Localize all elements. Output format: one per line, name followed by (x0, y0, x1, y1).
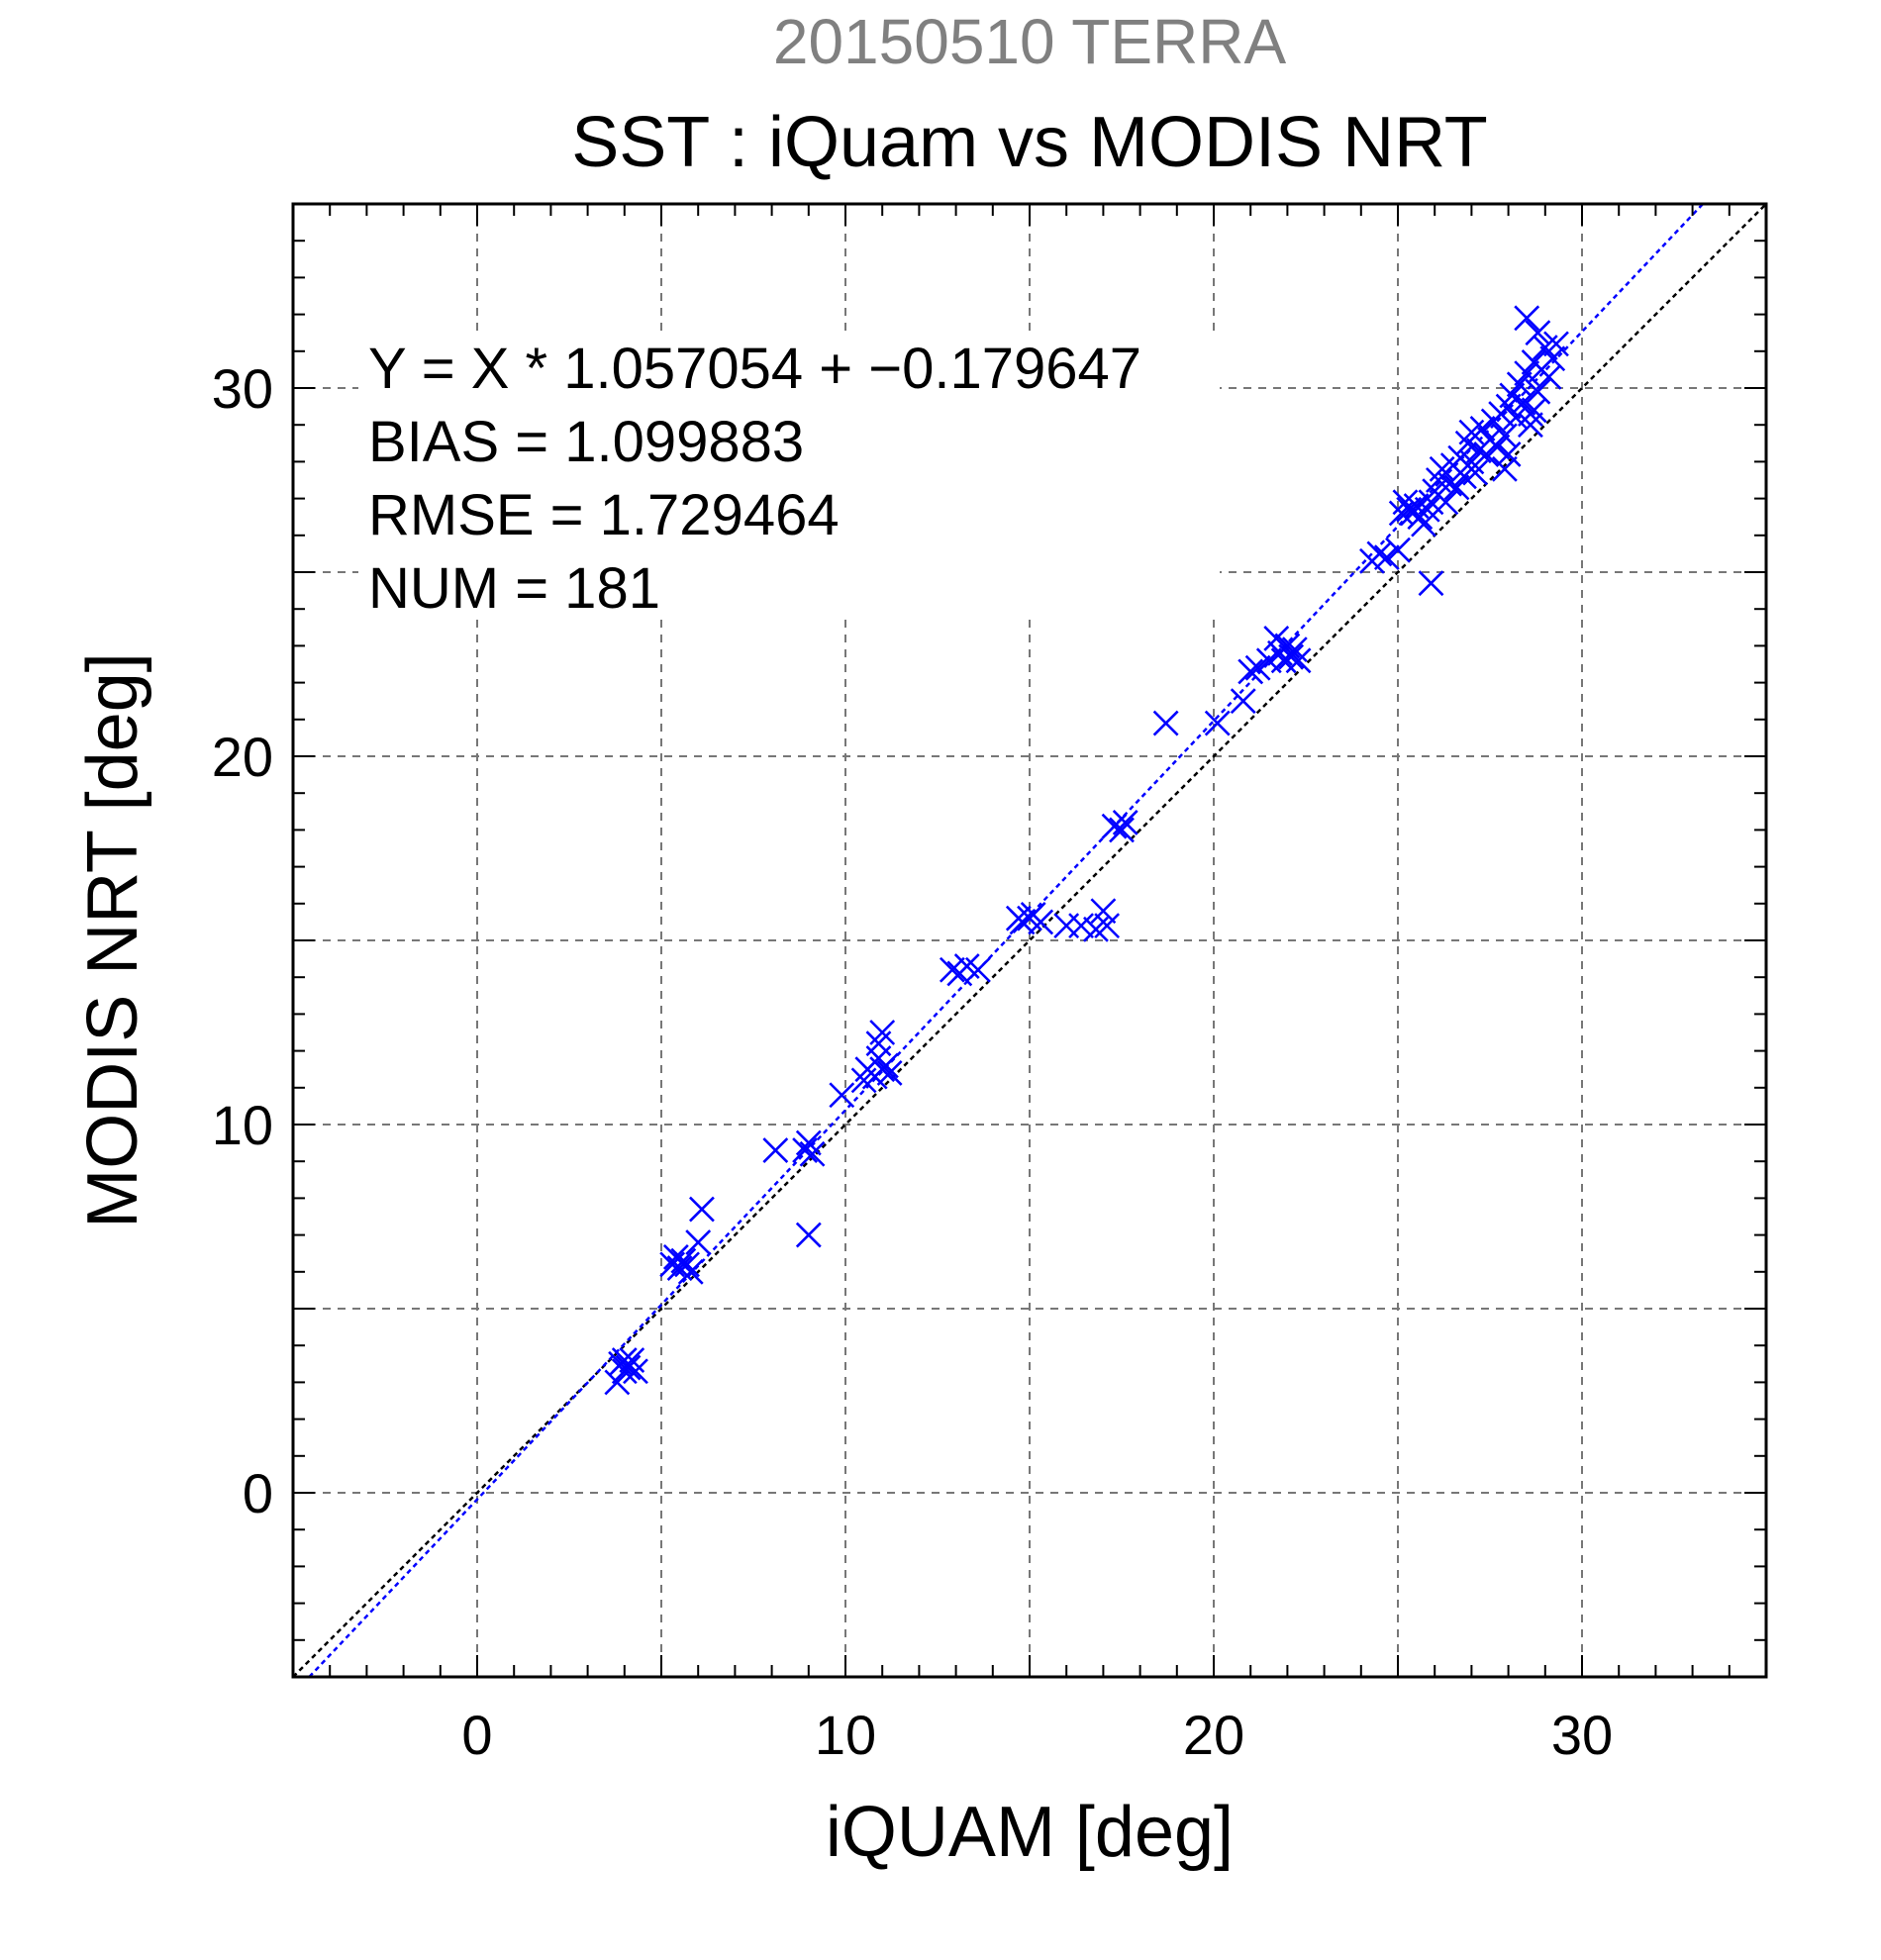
axis-ticks (292, 203, 1767, 1678)
data-point (1109, 817, 1135, 843)
data-point (1510, 389, 1536, 416)
data-point (1112, 810, 1138, 835)
data-point (1230, 688, 1256, 715)
stats-fit-equation: Y = X * 1.057054 + −0.179647 (368, 337, 1141, 401)
data-point (1009, 909, 1036, 935)
chart-title: SST : iQuam vs MODIS NRT (571, 103, 1488, 182)
tick-labels: 0 10 20 30 0 10 20 30 (212, 357, 1613, 1766)
data-point (792, 1137, 818, 1163)
data-point (1543, 331, 1569, 357)
x-axis-label: iQUAM [deg] (826, 1793, 1234, 1872)
data-point (1068, 913, 1094, 939)
y-tick-label: 30 (212, 357, 273, 420)
data-point (1152, 710, 1179, 736)
y-tick-label: 20 (212, 726, 273, 788)
y-axis-label: MODIS NRT [deg] (73, 652, 152, 1228)
data-point (1484, 434, 1511, 460)
data-point (1094, 913, 1121, 939)
data-point (1204, 710, 1231, 736)
data-point (939, 956, 965, 983)
data-point (1443, 474, 1470, 501)
data-point (1418, 570, 1444, 597)
data-point (1278, 643, 1305, 670)
data-point (965, 956, 991, 983)
x-tick-label: 10 (815, 1704, 876, 1766)
data-point (873, 1052, 899, 1079)
plot-frame (291, 202, 1768, 1679)
data-point (1285, 647, 1312, 674)
data-point (876, 1060, 903, 1086)
data-point (1411, 511, 1436, 538)
data-point (1539, 345, 1566, 372)
data-point (1514, 305, 1540, 332)
data-point (677, 1258, 704, 1285)
data-point (1525, 320, 1551, 346)
data-point (1521, 397, 1547, 424)
data-point (1263, 626, 1290, 651)
data-point (623, 1358, 648, 1385)
data-point (689, 1196, 715, 1223)
data-point (762, 1137, 789, 1163)
data-point (1373, 544, 1400, 571)
x-tick-label: 0 (461, 1704, 492, 1766)
data-point (1495, 441, 1522, 467)
data-point (799, 1140, 826, 1167)
data-point (1433, 489, 1459, 516)
stats-num: NUM = 181 (368, 556, 660, 621)
data-point (1053, 913, 1080, 939)
x-tick-label: 20 (1183, 1704, 1244, 1766)
data-point (1535, 363, 1562, 390)
data-point (795, 1222, 822, 1248)
data-point (1090, 898, 1117, 925)
chart-supertitle: 20150510 TERRA (773, 6, 1287, 77)
stats-box: Y = X * 1.057054 + −0.179647 BIAS = 1.09… (358, 332, 1220, 621)
data-point (1385, 537, 1411, 563)
data-point (685, 1229, 712, 1255)
stats-rmse: RMSE = 1.729464 (368, 483, 840, 547)
data-point (1244, 654, 1271, 681)
data-point (829, 1082, 855, 1109)
y-tick-label: 0 (243, 1462, 273, 1524)
data-point (1028, 909, 1054, 935)
x-tick-label: 30 (1551, 1704, 1613, 1766)
data-point (1491, 455, 1518, 482)
data-point (674, 1251, 700, 1278)
data-point (1462, 459, 1489, 486)
data-point (869, 1020, 896, 1045)
y-tick-label: 10 (212, 1094, 273, 1156)
data-point (1514, 360, 1540, 387)
data-point (1469, 416, 1496, 441)
data-points (604, 305, 1569, 1396)
stats-bias: BIAS = 1.099883 (368, 410, 804, 474)
data-point (615, 1354, 642, 1381)
data-point (1503, 404, 1529, 431)
data-point (1518, 412, 1543, 439)
data-point (1238, 658, 1264, 685)
data-point (1414, 496, 1440, 523)
stats-background (358, 332, 1220, 619)
